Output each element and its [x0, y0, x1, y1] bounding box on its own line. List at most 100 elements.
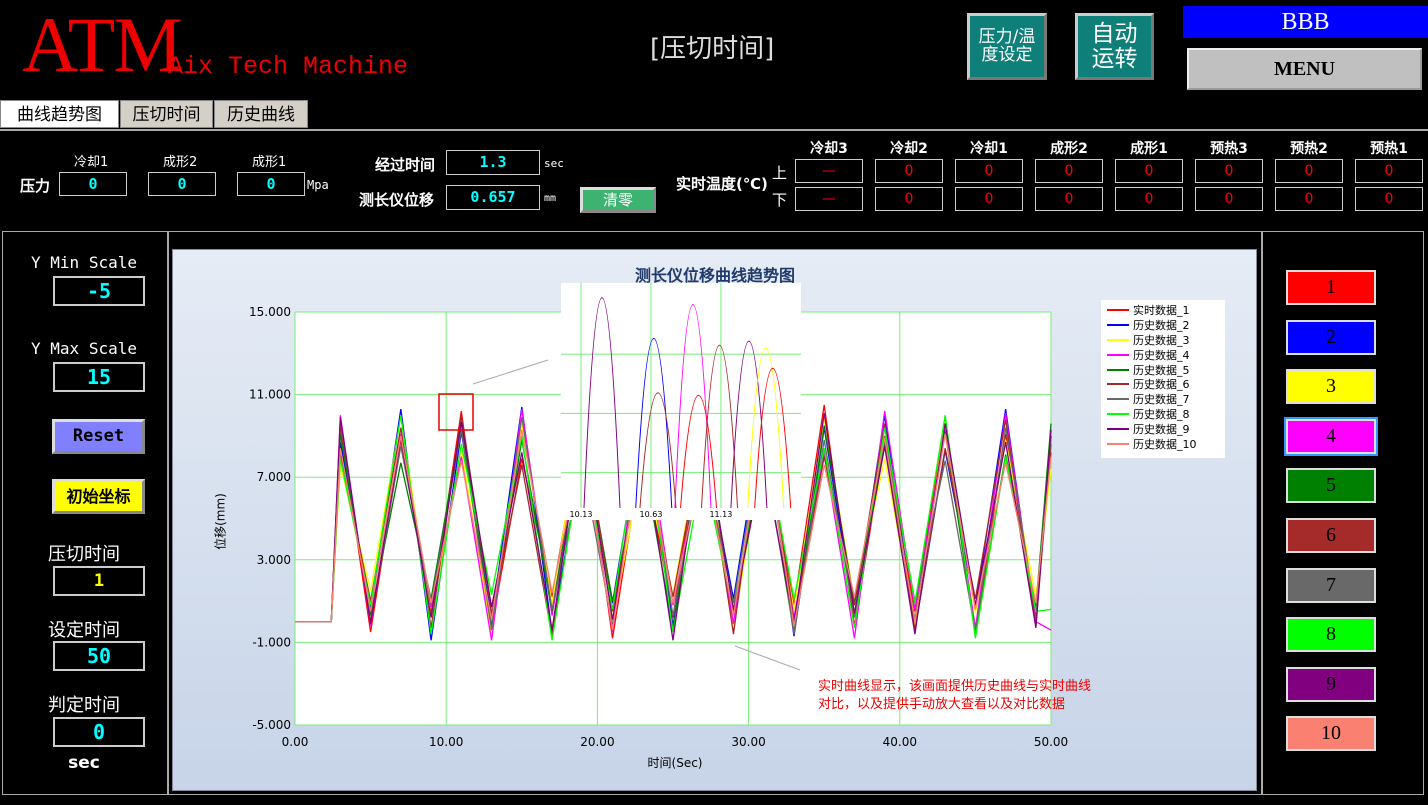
x-tick-label: 40.00 [883, 735, 917, 749]
series-toggle-button[interactable]: 2 [1286, 319, 1376, 355]
series-toggle-button[interactable]: 5 [1286, 468, 1376, 504]
legend-label: 历史数据_10 [1133, 437, 1197, 451]
temp-column-label: 冷却3 [810, 141, 848, 157]
legend-swatch [1107, 427, 1129, 430]
legend-item: 实时数据_1 [1107, 303, 1219, 318]
series-toggle-button[interactable]: 6 [1286, 518, 1376, 553]
pressure-unit: Mpa [307, 178, 329, 192]
temp-upper-value: 0 [1275, 159, 1343, 183]
legend-swatch [1107, 309, 1129, 312]
elapsed-unit: sec [544, 157, 564, 170]
displacement-value: 0.657 [446, 185, 540, 210]
inset-peak [701, 344, 739, 509]
displacement-unit: mm [544, 193, 557, 204]
y-tick-label: -1.000 [252, 635, 291, 649]
tab-press-time[interactable]: 压切时间 [120, 100, 213, 128]
temp-upper-value: 0 [875, 159, 943, 183]
menu-button[interactable]: MENU [1187, 48, 1422, 90]
temp-lower-value: 0 [875, 187, 943, 211]
legend-swatch [1107, 368, 1129, 371]
tab-history[interactable]: 历史曲线 [214, 100, 308, 128]
y-tick-label: 7.000 [257, 470, 291, 484]
annotation-text: 实时曲线显示，该画面提供历史曲线与实时曲线 对比，以及提供手动放大查看以及对比数… [818, 679, 1092, 712]
ymax-input[interactable]: 15 [53, 362, 145, 392]
series-toggle-button[interactable]: 7 [1286, 567, 1376, 603]
y-tick-label: -5.000 [252, 718, 291, 732]
pressure-field-label: 成形2 [163, 155, 198, 170]
judge-time-value: 0 [53, 717, 145, 747]
series-toggle-button[interactable]: 4 [1284, 416, 1378, 456]
temp-column-label: 成形2 [1050, 141, 1088, 157]
legend-item: 历史数据_4 [1107, 347, 1219, 362]
y-tick-label: 11.000 [249, 388, 291, 402]
pointer-arrow [472, 359, 549, 385]
zoom-inset [561, 283, 801, 520]
temp-column-label: 冷却1 [970, 141, 1008, 157]
temp-lower-value: 0 [1355, 187, 1423, 211]
divider [0, 129, 1428, 131]
y-axis-label: 位移(mm) [213, 493, 228, 550]
inset-peak [754, 367, 792, 509]
pressure-temp-settings-button[interactable]: 压力/温度设定 [967, 13, 1047, 80]
pressure-form1-value: 0 [237, 172, 305, 196]
x-tick-label: 50.00 [1034, 735, 1068, 749]
temp-upper-value: 0 [1035, 159, 1103, 183]
tab-trend[interactable]: 曲线趋势图 [0, 100, 119, 128]
pressure-form2-value: 0 [148, 172, 216, 196]
reset-button[interactable]: Reset [52, 419, 145, 454]
zero-button[interactable]: 清零 [580, 187, 656, 213]
set-time-input[interactable]: 50 [53, 641, 145, 671]
legend-item: 历史数据_3 [1107, 333, 1219, 348]
displacement-label: 测长仪位移 [359, 191, 435, 209]
series-toggle-button[interactable]: 8 [1286, 617, 1376, 653]
inset-peak [674, 304, 712, 509]
chart-title: 测长仪位移曲线趋势图 [634, 266, 795, 285]
elapsed-value: 1.3 [446, 150, 540, 175]
temp-column-label: 预热3 [1210, 141, 1248, 157]
elapsed-label: 经过时间 [375, 156, 436, 174]
inset-peak [680, 394, 718, 509]
series-toggle-button[interactable]: 1 [1286, 270, 1376, 305]
init-coord-button[interactable]: 初始坐标 [52, 479, 145, 514]
legend-swatch [1107, 398, 1129, 401]
legend-item: 历史数据_5 [1107, 362, 1219, 377]
legend-swatch [1107, 324, 1129, 327]
series-toggle-button[interactable]: 10 [1286, 716, 1376, 752]
inset-peak [635, 337, 673, 509]
temp-upper-value: 0 [1355, 159, 1423, 183]
temp-column-label: 成形1 [1130, 141, 1168, 157]
legend-item: 历史数据_8 [1107, 407, 1219, 422]
pressure-field-label: 冷却1 [74, 155, 109, 170]
temp-column-label: 预热2 [1290, 141, 1328, 157]
temp-lower-value: — [795, 187, 863, 211]
legend-item: 历史数据_7 [1107, 392, 1219, 407]
legend-label: 历史数据_7 [1133, 393, 1190, 407]
legend-item: 历史数据_9 [1107, 421, 1219, 436]
inset-tick-label: 11.13 [709, 510, 732, 519]
legend-swatch [1107, 383, 1129, 386]
inset-peak [747, 347, 785, 509]
ymax-label: Y Max Scale [31, 339, 137, 358]
x-axis-label: 时间(Sec) [647, 756, 703, 770]
ymin-input[interactable]: -5 [53, 276, 145, 306]
x-tick-label: 20.00 [580, 735, 614, 749]
legend-label: 历史数据_9 [1133, 422, 1190, 436]
inset-peak [583, 297, 621, 509]
page-title: [压切时间] [650, 34, 775, 64]
temperature-label: 实时温度(℃) [676, 175, 768, 193]
legend-swatch [1107, 353, 1129, 356]
upper-label: 上 [772, 164, 788, 182]
inset-tick-label: 10.63 [640, 510, 663, 519]
series-line-10 [295, 427, 1052, 631]
legend-item: 历史数据_6 [1107, 377, 1219, 392]
inset-peak [639, 392, 677, 509]
pressure-cool1-value: 0 [59, 172, 127, 196]
logo-subtitle: Aix Tech Machine [168, 52, 409, 81]
zoom-selection-box [438, 393, 474, 431]
series-toggle-button[interactable]: 3 [1286, 369, 1376, 405]
temp-lower-value: 0 [1115, 187, 1183, 211]
y-tick-label: 3.000 [257, 553, 291, 567]
series-toggle-button[interactable]: 9 [1286, 666, 1376, 702]
auto-run-button[interactable]: 自动运转 [1075, 13, 1154, 80]
